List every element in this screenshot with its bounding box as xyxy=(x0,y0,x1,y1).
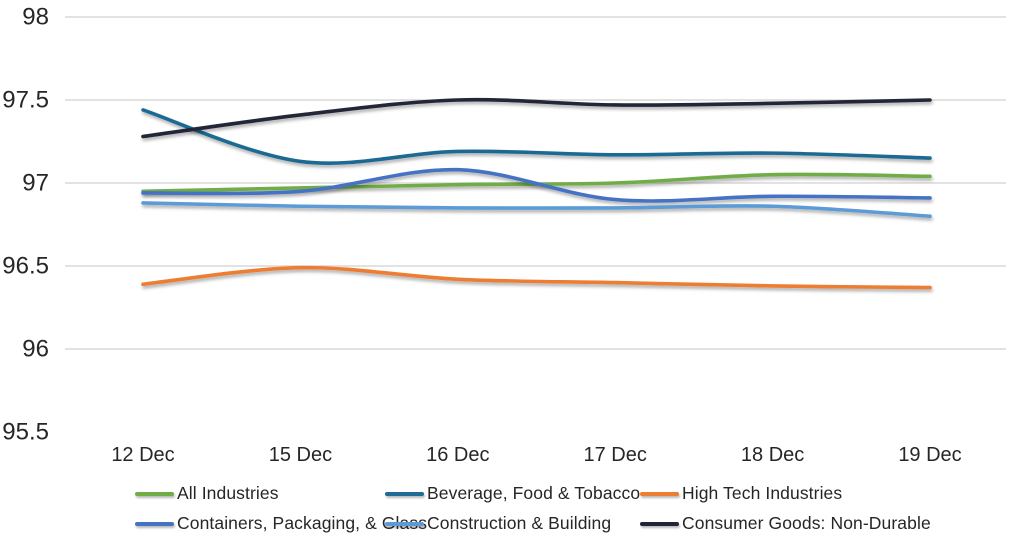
x-tick-label: 15 Dec xyxy=(269,444,332,466)
x-tick-label: 16 Dec xyxy=(426,444,489,466)
y-tick-label: 97 xyxy=(22,170,49,197)
x-axis: 12 Dec 15 Dec 16 Dec 17 Dec 18 Dec 19 Dec xyxy=(111,444,961,466)
series-line-construction-building xyxy=(141,201,932,218)
y-tick-label: 95.5 xyxy=(2,419,49,446)
x-tick-label: 12 Dec xyxy=(111,444,174,466)
series-line-containers-packaging-glass xyxy=(141,167,932,203)
y-axis: 98 97.5 97 96.5 96 95.5 xyxy=(2,4,49,446)
y-tick-label: 98 xyxy=(22,4,49,31)
x-tick-label: 19 Dec xyxy=(898,444,961,466)
y-tick-label: 96 xyxy=(22,336,49,363)
x-tick-label: 17 Dec xyxy=(584,444,647,466)
x-tick-label: 18 Dec xyxy=(741,444,804,466)
series-line-high-tech-industries xyxy=(141,265,932,290)
series-line-consumer-goods-non-durable xyxy=(141,97,932,139)
y-tick-label: 96.5 xyxy=(2,253,49,280)
series-line-beverage-food-tobacco xyxy=(141,108,932,165)
y-tick-label: 97.5 xyxy=(2,87,49,114)
series-lines-group xyxy=(141,97,932,290)
